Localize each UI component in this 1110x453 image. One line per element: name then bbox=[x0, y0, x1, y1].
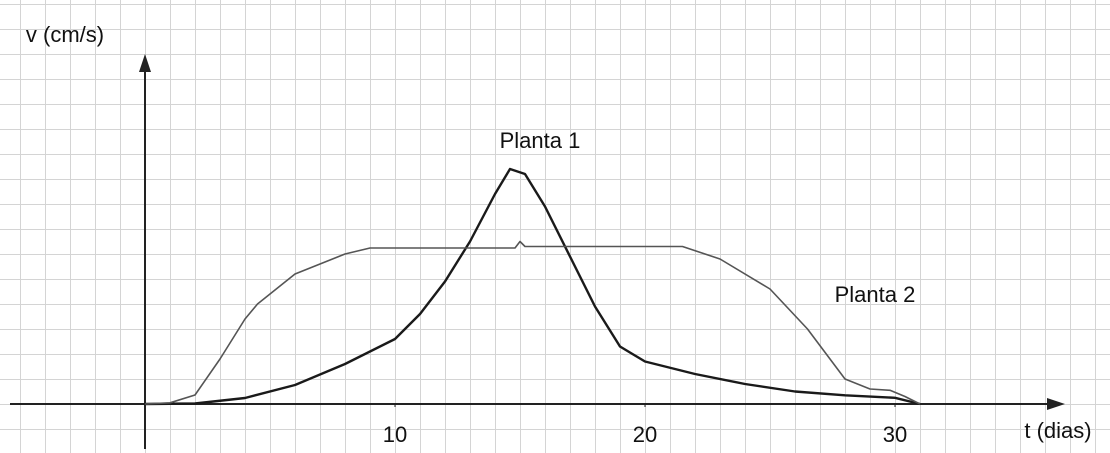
y-axis-label: v (cm/s) bbox=[26, 22, 104, 47]
x-tick-label: 30 bbox=[883, 422, 907, 447]
x-axis-arrow bbox=[1047, 398, 1065, 410]
annotation: Planta 2 bbox=[835, 282, 916, 307]
data-line bbox=[144, 167, 921, 406]
data-line bbox=[144, 240, 921, 405]
y-axis-arrow bbox=[139, 54, 151, 72]
x-tick-label: 20 bbox=[633, 422, 657, 447]
annotation: Planta 1 bbox=[500, 128, 581, 153]
x-tick-label: 10 bbox=[383, 422, 407, 447]
x-axis-label: t (dias) bbox=[1024, 418, 1091, 443]
